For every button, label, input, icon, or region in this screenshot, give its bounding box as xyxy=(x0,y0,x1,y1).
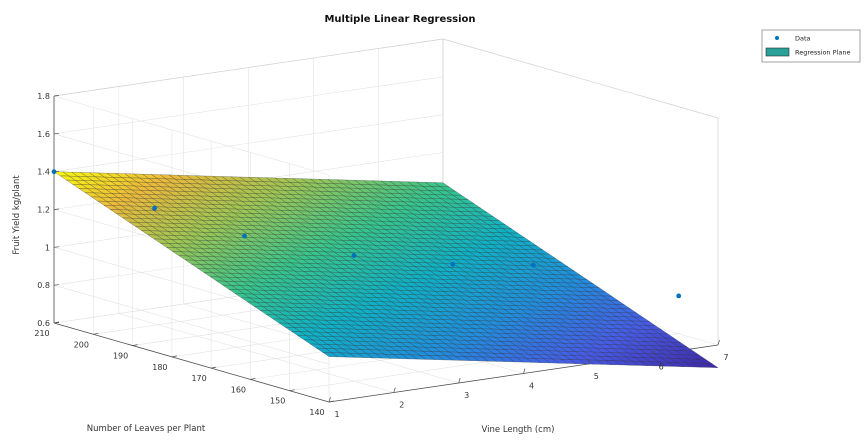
y-tick-label: 190 xyxy=(113,352,128,361)
data-point xyxy=(152,205,158,211)
y-tick-label: 140 xyxy=(309,408,324,417)
data-point xyxy=(242,233,247,239)
legend-plane-swatch xyxy=(765,47,790,57)
legend: Data Regression Plane xyxy=(761,29,861,63)
x-tick-mark xyxy=(652,349,656,355)
data-point xyxy=(351,253,357,258)
x-tick-mark xyxy=(393,387,396,393)
y-tick-label: 150 xyxy=(270,397,285,406)
x-tick-mark xyxy=(328,396,331,403)
box-edge xyxy=(442,38,719,119)
y-tick-mark xyxy=(171,355,177,358)
legend-data-label: Data xyxy=(795,35,811,43)
z-tick-mark xyxy=(53,246,60,248)
x-tick-label: 1 xyxy=(334,410,339,419)
y-axis-label: Number of Leaves per Plant xyxy=(87,424,206,434)
z-tick-label: 1.2 xyxy=(37,206,50,215)
x-tick-label: 7 xyxy=(723,353,728,362)
y-tick-mark xyxy=(132,344,138,346)
y-tick-label: 170 xyxy=(191,374,206,383)
z-tick-mark xyxy=(53,170,60,173)
gridline-z-wall xyxy=(53,284,330,365)
legend-data-marker xyxy=(775,36,779,40)
data-point xyxy=(450,261,456,267)
surface-patch xyxy=(702,363,719,368)
x-tick-label: 5 xyxy=(594,372,599,381)
regression-surface xyxy=(53,171,719,368)
tick-labels: 0.6 0.8 1 1.2 1.4 1.6 1.8 1 2 3 4 5 6 7 140 150 160 170 18… xyxy=(34,92,728,419)
gridline-x-floor xyxy=(118,313,394,393)
z-tick-label: 0.8 xyxy=(37,281,50,290)
gridline-z-backwall xyxy=(53,114,444,172)
legend-plane-label: Regression Plane xyxy=(795,49,850,57)
y-tick-mark xyxy=(250,378,256,380)
data-points xyxy=(51,169,682,299)
y-tick-label: 200 xyxy=(74,340,89,349)
y-tick-label: 160 xyxy=(231,385,246,394)
legend-box xyxy=(761,29,861,63)
z-tick-label: 0.6 xyxy=(37,319,50,328)
x-tick-label: 3 xyxy=(464,391,469,400)
x-tick-label: 6 xyxy=(659,363,664,372)
x-tick-label: 4 xyxy=(529,382,534,391)
z-tick-mark xyxy=(53,95,60,97)
data-point xyxy=(530,262,536,268)
z-tick-label: 1.6 xyxy=(37,130,50,139)
z-tick-mark xyxy=(53,132,60,135)
y-tick-mark xyxy=(289,389,295,392)
z-tick-mark xyxy=(53,208,60,210)
y-tick-mark xyxy=(211,366,217,369)
y-tick-mark xyxy=(93,332,99,335)
y-tick-label: 180 xyxy=(152,363,167,372)
y-axis-line xyxy=(53,322,330,403)
gridline-z-backwall xyxy=(53,76,444,135)
x-tick-mark xyxy=(587,358,591,365)
data-point xyxy=(51,169,57,175)
chart-title: Multiple Linear Regression xyxy=(324,14,475,25)
x-tick-mark xyxy=(523,368,526,374)
z-tick-label: 1.4 xyxy=(37,168,50,177)
z-tick-label: 1.8 xyxy=(37,92,50,101)
y-tick-mark xyxy=(53,321,60,324)
x-tick-mark xyxy=(458,377,461,384)
x-tick-mark xyxy=(717,339,720,346)
y-tick-mark xyxy=(328,400,335,403)
y-tick-label: 210 xyxy=(34,329,49,338)
x-axis-label: Vine Length (cm) xyxy=(482,425,555,435)
x-tick-label: 2 xyxy=(399,401,404,410)
z-axis-label: Fruit Yield kg/plant xyxy=(12,175,22,255)
z-tick-mark xyxy=(53,284,60,286)
z-tick-label: 1 xyxy=(45,243,50,252)
box-edge xyxy=(53,38,444,97)
data-point xyxy=(676,293,682,299)
gridline-z-wall xyxy=(53,95,330,176)
